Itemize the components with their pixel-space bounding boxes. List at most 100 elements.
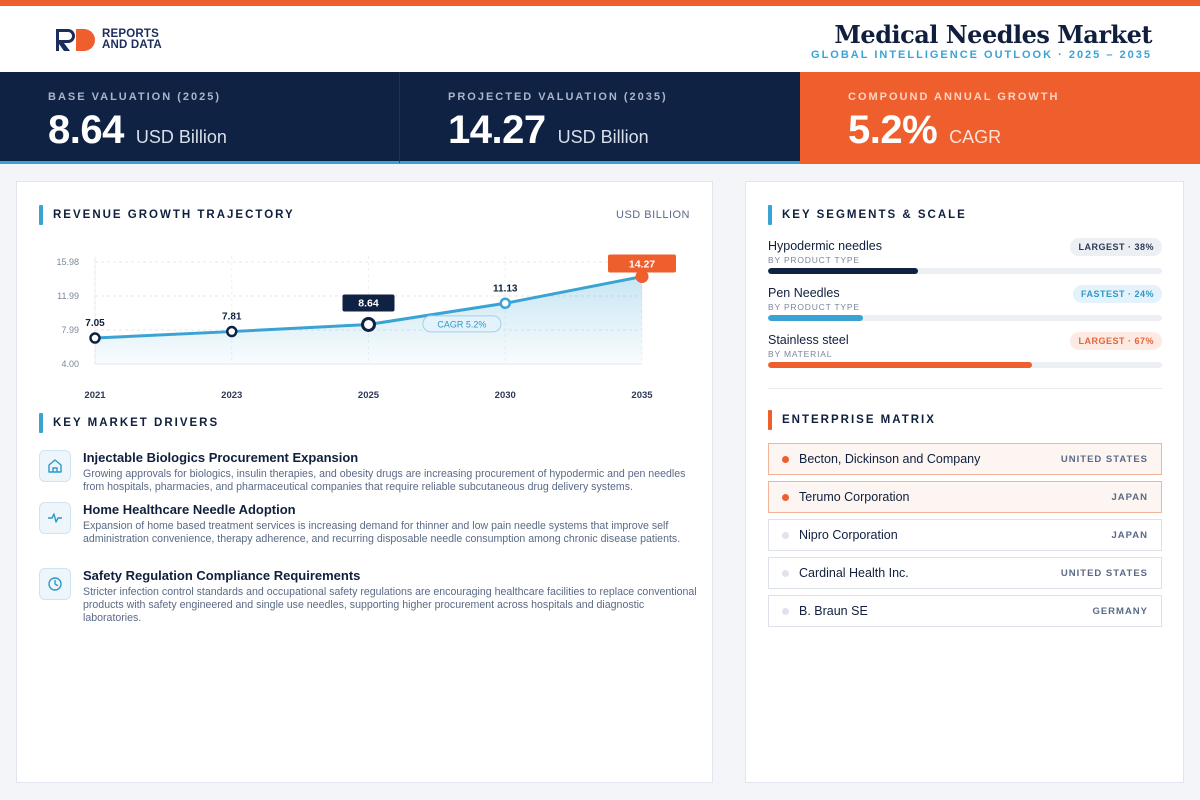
logo-letters: RD <box>54 26 56 27</box>
company-name: Becton, Dickinson and Company <box>799 452 981 466</box>
y-tick-label: 11.99 <box>57 291 79 301</box>
data-point <box>361 316 376 332</box>
kpi-value-group: 5.2% CAGR <box>848 108 1001 153</box>
company-country: JAPAN <box>1111 492 1148 503</box>
x-tick-label: 2030 <box>495 390 516 401</box>
segments-section-title: KEY SEGMENTS & SCALE <box>768 205 967 225</box>
enterprise-title-text: ENTERPRISE MATRIX <box>782 414 936 426</box>
company-country: UNITED STATES <box>1060 568 1148 579</box>
data-label-badge <box>342 294 395 312</box>
company-row[interactable]: Nipro Corporation JAPAN <box>768 519 1162 551</box>
logo-mark-icon: RD <box>54 26 95 51</box>
company-row[interactable]: Terumo Corporation JAPAN <box>768 481 1162 513</box>
enterprise-section-title: ENTERPRISE MATRIX <box>768 410 936 430</box>
segment-item: Stainless steel BY MATERIAL LARGEST · 67… <box>768 332 1162 379</box>
company-marker <box>782 608 789 615</box>
segment-name: Hypodermic needles <box>768 239 882 253</box>
company-row[interactable]: Cardinal Health Inc. UNITED STATES <box>768 557 1162 589</box>
segment-name: Stainless steel <box>768 333 849 347</box>
drivers-section-title: KEY MARKET DRIVERS <box>39 413 219 433</box>
driver-item: Safety Regulation Compliance Requirement… <box>39 568 699 630</box>
segment-category: BY PRODUCT TYPE <box>768 255 860 265</box>
revenue-title-text: REVENUE GROWTH TRAJECTORY <box>53 209 295 221</box>
company-row[interactable]: Becton, Dickinson and Company UNITED STA… <box>768 443 1162 475</box>
driver-title: Safety Regulation Compliance Requirement… <box>83 568 361 583</box>
company-marker <box>782 532 789 539</box>
data-label: 7.05 <box>85 318 105 329</box>
clock-icon <box>39 568 71 600</box>
company-country: JAPAN <box>1111 530 1148 541</box>
brand-logo[interactable]: RD REPORTS AND DATA <box>54 26 162 54</box>
pulse-icon <box>39 502 71 534</box>
company-name: Terumo Corporation <box>799 490 910 504</box>
driver-item: Injectable Biologics Procurement Expansi… <box>39 450 699 512</box>
segment-category: BY MATERIAL <box>768 349 833 359</box>
driver-title: Injectable Biologics Procurement Expansi… <box>83 450 359 465</box>
revenue-section-title: REVENUE GROWTH TRAJECTORY <box>39 205 295 225</box>
section-accent <box>768 410 772 430</box>
kpi-label: BASE VALUATION (2025) <box>48 91 222 103</box>
kpi-number: 5.2% <box>848 108 938 152</box>
x-tick-label: 2025 <box>358 390 380 401</box>
kpi-unit: USD Billion <box>557 127 649 147</box>
company-country: UNITED STATES <box>1060 454 1148 465</box>
series-area <box>95 276 642 364</box>
kpi-unit: CAGR <box>949 127 1002 147</box>
segment-share-track <box>768 315 1162 321</box>
company-name: B. Braun SE <box>799 604 868 618</box>
revenue-line-chart: 15.98 11.99 7.99 4.00 7.05 7.81 8.64 11.13 14.27… <box>56 254 676 401</box>
kpi-projected-valuation: PROJECTED VALUATION (2035) 14.27 USD Bil… <box>400 72 800 164</box>
driver-item: Home Healthcare Needle Adoption Expansio… <box>39 502 699 568</box>
section-accent <box>768 205 772 225</box>
section-divider <box>768 388 1162 389</box>
segment-item: Pen Needles BY PRODUCT TYPE FASTEST · 24… <box>768 285 1162 332</box>
data-point <box>89 332 101 344</box>
kpi-unit: USD Billion <box>135 127 227 147</box>
segment-item: Hypodermic needles BY PRODUCT TYPE LARGE… <box>768 238 1162 285</box>
kpi-label: COMPOUND ANNUAL GROWTH <box>848 91 1060 103</box>
data-label: 11.13 <box>493 283 518 294</box>
driver-title: Home Healthcare Needle Adoption <box>83 502 296 517</box>
company-row[interactable]: B. Braun SE GERMANY <box>768 595 1162 627</box>
data-label: 7.81 <box>222 312 242 323</box>
x-tick-label: 2021 <box>84 390 106 401</box>
segment-share-bar <box>768 315 863 321</box>
drivers-title-text: KEY MARKET DRIVERS <box>53 417 220 429</box>
x-tick-label: 2035 <box>631 390 653 401</box>
kpi-label: PROJECTED VALUATION (2035) <box>448 91 668 103</box>
x-tick-label: 2023 <box>221 390 242 401</box>
segment-share-track <box>768 268 1162 274</box>
section-accent <box>39 205 43 225</box>
y-tick-label: 15.98 <box>56 257 79 267</box>
enterprise-matrix: Becton, Dickinson and Company UNITED STA… <box>768 443 1162 633</box>
segment-badge: FASTEST · 24% <box>1072 285 1162 303</box>
segment-share-bar <box>768 268 918 274</box>
segment-share-track <box>768 362 1162 368</box>
section-accent <box>39 413 43 433</box>
kpi-cagr: COMPOUND ANNUAL GROWTH 5.2% CAGR <box>800 72 1200 164</box>
left-panel: REVENUE GROWTH TRAJECTORY USD BILLION 15… <box>16 181 713 783</box>
segments-title-text: KEY SEGMENTS & SCALE <box>782 209 967 221</box>
kpi-value-group: 14.27 USD Billion <box>448 108 649 153</box>
logo-line-1: REPORTS <box>102 28 159 40</box>
right-panel: KEY SEGMENTS & SCALE Hypodermic needles … <box>745 181 1184 783</box>
page-subtitle: GLOBAL INTELLIGENCE OUTLOOK · 2025 – 203… <box>811 49 1152 61</box>
logo-wordmark: REPORTS AND DATA <box>102 28 162 51</box>
cagr-annotation: CAGR 5.2% <box>437 319 486 329</box>
drivers-list: Injectable Biologics Procurement Expansi… <box>39 450 699 630</box>
kpi-strip: BASE VALUATION (2025) 8.64 USD Billion P… <box>0 72 1200 164</box>
data-label: 8.64 <box>358 297 379 309</box>
company-name: Cardinal Health Inc. <box>799 566 909 580</box>
chart-unit-label: USD BILLION <box>616 209 690 221</box>
data-label-badge <box>608 254 676 273</box>
y-tick-label: 4.00 <box>61 359 79 369</box>
driver-description: Growing approvals for biologics, insulin… <box>83 468 686 493</box>
segment-share-bar <box>768 362 1032 368</box>
segment-name: Pen Needles <box>768 286 840 300</box>
driver-description: Stricter infection control standards and… <box>83 586 697 624</box>
logo-line-2: AND DATA <box>102 39 162 51</box>
segments-list: Hypodermic needles BY PRODUCT TYPE LARGE… <box>768 238 1162 379</box>
data-label: 14.27 <box>629 259 655 271</box>
top-accent-bar <box>0 0 1200 6</box>
building-icon <box>39 450 71 482</box>
